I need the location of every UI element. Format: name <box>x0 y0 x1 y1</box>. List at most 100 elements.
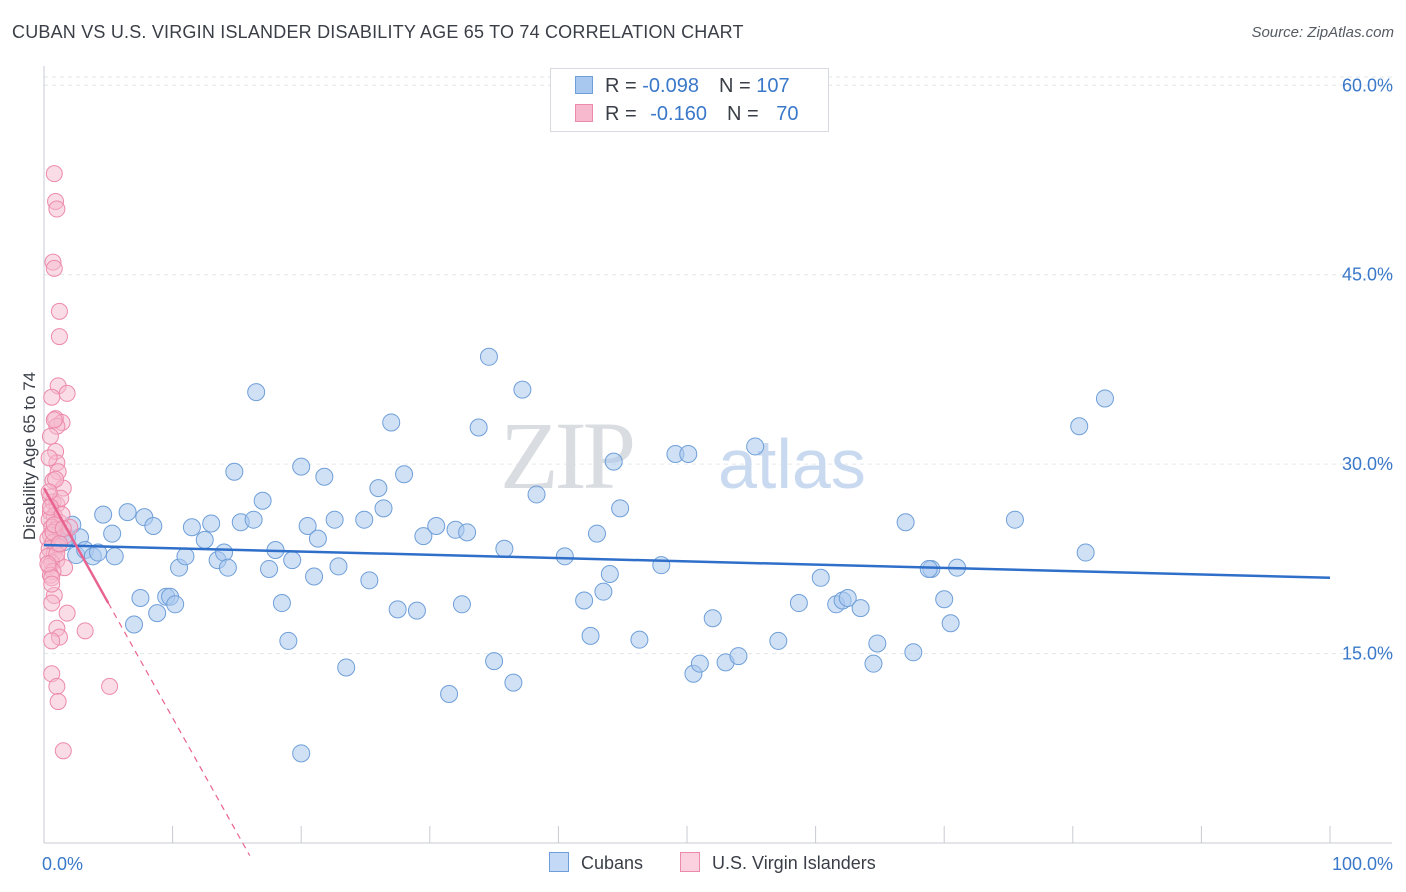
point-cubans-82 <box>703 609 722 628</box>
point-cubans-9 <box>94 505 113 524</box>
point-cubans-72 <box>594 582 613 601</box>
point-virgin-islanders-54 <box>54 742 72 760</box>
bottom-legend-cubans: Cubans <box>549 852 643 874</box>
point-cubans-40 <box>298 517 317 536</box>
trend-lines <box>42 487 1331 856</box>
point-cubans-106 <box>292 744 311 763</box>
point-virgin-islanders-66 <box>50 535 68 553</box>
point-cubans-13 <box>125 615 144 634</box>
point-cubans-45 <box>329 557 348 576</box>
legend-swatch-cubans <box>575 76 593 94</box>
y-tick-label-2: 45.0% <box>1342 265 1393 285</box>
point-cubans-54 <box>407 601 426 620</box>
legend-swatch-virgin-islanders <box>575 104 593 122</box>
y-tick-label-1: 30.0% <box>1342 454 1393 474</box>
point-cubans-103 <box>1076 543 1095 562</box>
point-cubans-27 <box>215 543 234 562</box>
legend-n-value-virgin-islanders: 70 <box>776 103 799 125</box>
grid-lines <box>44 76 1392 655</box>
x-tick-label-0: 0.0% <box>42 854 83 874</box>
point-cubans-76 <box>630 630 649 649</box>
point-cubans-20 <box>166 595 185 614</box>
point-cubans-62 <box>479 347 498 366</box>
point-cubans-37 <box>279 631 298 650</box>
point-cubans-8 <box>89 543 108 562</box>
point-virgin-islanders-9 <box>43 388 61 406</box>
point-cubans-70 <box>581 626 600 645</box>
point-cubans-65 <box>504 673 523 692</box>
bottom-legend-label-cubans: Cubans <box>581 853 644 873</box>
source-label: Source: ZipAtlas.com <box>1251 24 1394 41</box>
point-cubans-66 <box>513 380 532 399</box>
point-cubans-64 <box>495 539 514 558</box>
point-virgin-islanders-8 <box>58 384 76 402</box>
point-cubans-17 <box>148 604 167 623</box>
legend-n-value-cubans: 107 <box>756 75 790 97</box>
bottom-legend-swatch-cubans <box>549 852 569 872</box>
point-virgin-islanders-2 <box>48 200 66 218</box>
point-cubans-92 <box>851 599 870 618</box>
legend-n-label: N = <box>718 75 751 97</box>
point-cubans-60 <box>458 523 477 542</box>
point-cubans-31 <box>244 510 263 529</box>
point-cubans-48 <box>360 571 379 590</box>
point-cubans-81 <box>690 654 709 673</box>
point-cubans-75 <box>611 499 630 518</box>
point-cubans-16 <box>144 517 163 536</box>
trend-line-virgin-islanders-extended <box>107 602 251 856</box>
point-cubans-96 <box>904 643 923 662</box>
chart-title: CUBAN VS U.S. VIRGIN ISLANDER DISABILITY… <box>12 22 744 42</box>
point-cubans-99 <box>941 614 960 633</box>
point-cubans-53 <box>395 465 414 484</box>
point-cubans-33 <box>253 491 272 510</box>
point-virgin-islanders-58 <box>40 449 58 467</box>
y-tick-label-3: 60.0% <box>1342 75 1393 95</box>
point-cubans-39 <box>292 457 311 476</box>
legend-r-value-virgin-islanders: -0.160 <box>650 103 707 125</box>
point-cubans-24 <box>195 530 214 549</box>
point-cubans-98 <box>935 590 954 609</box>
point-cubans-79 <box>679 445 698 464</box>
legend-row-cubans: R = -0.098 N = 107 <box>575 75 790 98</box>
point-cubans-14 <box>131 588 150 607</box>
point-cubans-29 <box>225 462 244 481</box>
point-virgin-islanders-53 <box>49 693 67 711</box>
point-cubans-32 <box>247 383 266 402</box>
point-cubans-49 <box>369 479 388 498</box>
legend-r-label: R = <box>605 103 637 125</box>
point-cubans-73 <box>600 565 619 584</box>
point-cubans-11 <box>105 547 124 566</box>
watermark-atlas: atlas <box>718 425 866 503</box>
point-cubans-71 <box>587 524 606 543</box>
point-cubans-86 <box>769 631 788 650</box>
point-cubans-41 <box>305 567 324 586</box>
point-cubans-28 <box>218 558 237 577</box>
x-tick-label-1: 100.0% <box>1332 854 1393 874</box>
point-virgin-islanders-64 <box>43 575 61 593</box>
point-cubans-38 <box>283 551 302 570</box>
point-cubans-51 <box>382 413 401 432</box>
point-cubans-55 <box>414 527 433 546</box>
point-cubans-23 <box>182 518 201 537</box>
trend-line-cubans <box>43 543 1331 580</box>
point-virgin-islanders-5 <box>50 302 68 320</box>
legend-n-label: N = <box>726 103 759 125</box>
point-cubans-84 <box>729 647 748 666</box>
point-cubans-34 <box>260 559 279 578</box>
point-cubans-44 <box>325 510 344 529</box>
point-cubans-61 <box>469 418 488 437</box>
point-virgin-islanders-6 <box>50 328 68 346</box>
point-virgin-islanders-52 <box>101 677 119 695</box>
point-cubans-47 <box>355 510 374 529</box>
point-cubans-88 <box>811 568 830 587</box>
tick-labels: 15.0% 30.0% 45.0% 60.0% 0.0% 100.0% <box>42 75 1393 874</box>
point-cubans-68 <box>555 547 574 566</box>
point-cubans-85 <box>746 437 765 456</box>
point-cubans-12 <box>118 503 137 522</box>
bottom-legend-virgin-islanders: U.S. Virgin Islanders <box>680 852 876 874</box>
point-cubans-67 <box>527 485 546 504</box>
point-cubans-43 <box>315 467 334 486</box>
point-cubans-93 <box>864 654 883 673</box>
watermark: ZIP atlas <box>500 402 866 509</box>
